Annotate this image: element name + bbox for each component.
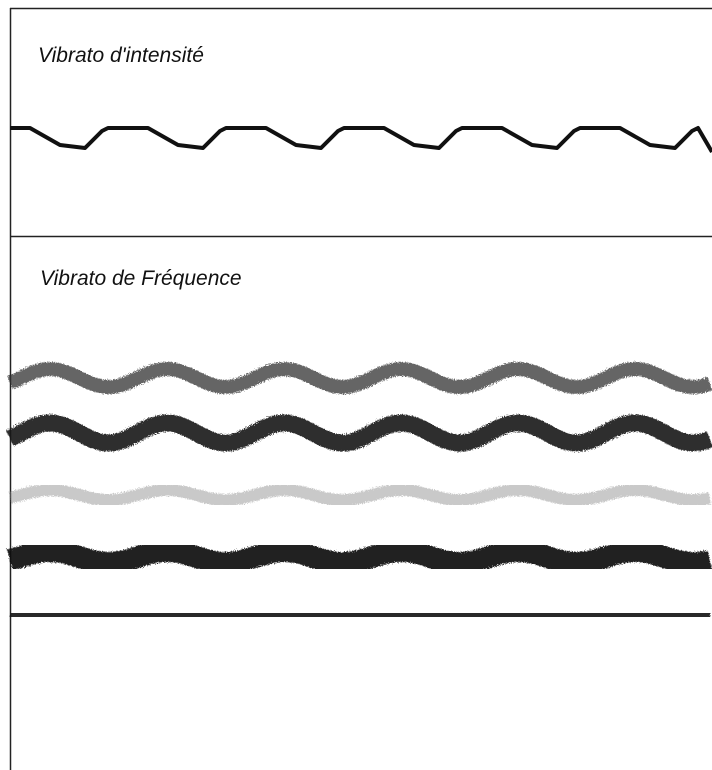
intensity-wave [10,126,712,154]
frequency-wave [9,604,711,626]
frequency-wave [6,539,712,575]
frequency-wave [8,483,712,507]
frequency-wave [7,361,712,395]
frequency-wave [6,414,712,452]
panel-title: Vibrato d'intensité [38,44,204,67]
panel-title: Vibrato de Fréquence [40,267,242,290]
wave-group [6,126,712,626]
